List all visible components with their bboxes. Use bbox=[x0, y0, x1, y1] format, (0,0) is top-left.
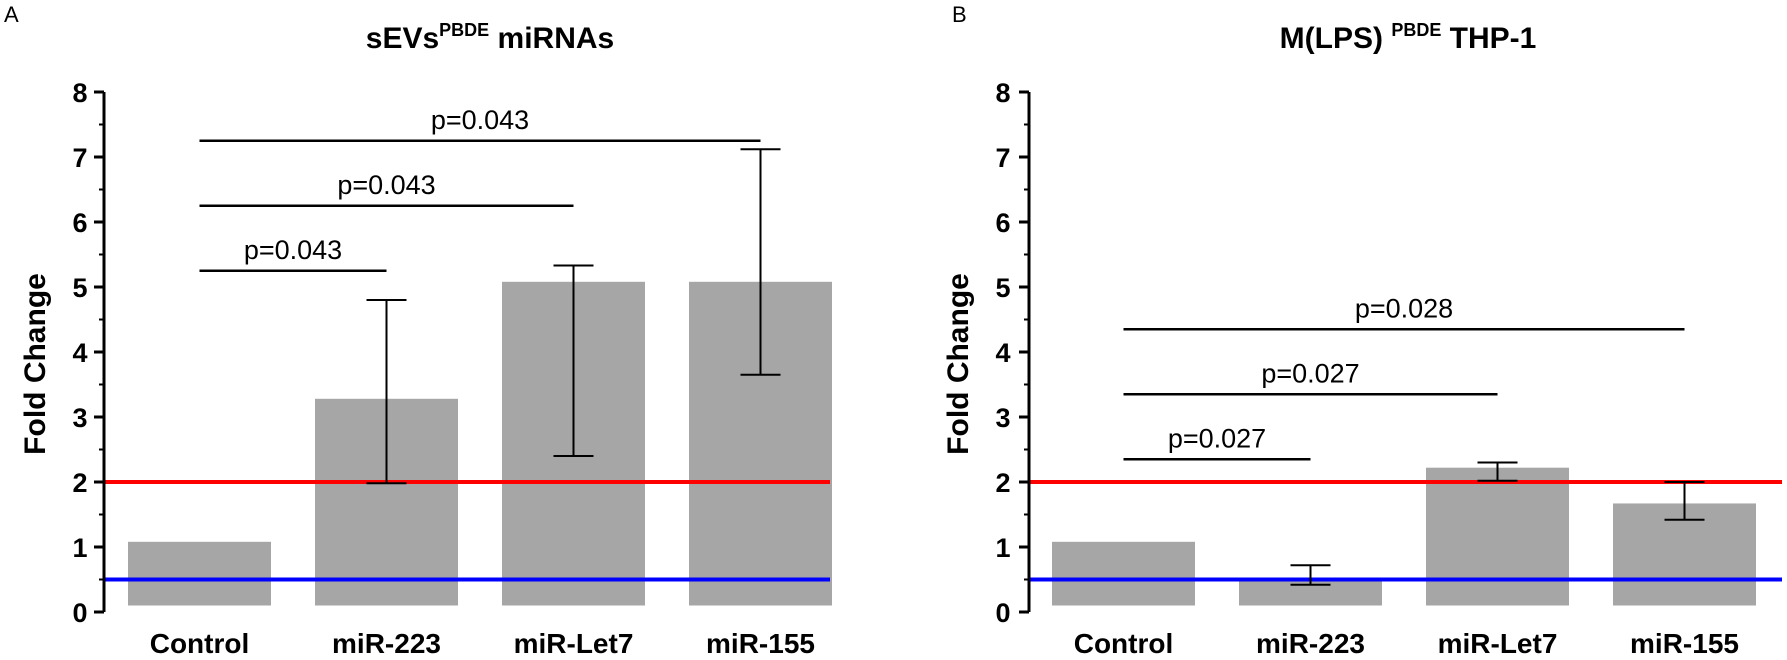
chart-b-bar-control bbox=[1052, 541, 1195, 606]
chart-a-y-tick-label: 6 bbox=[72, 208, 87, 238]
chart-b-y-tick-label: 0 bbox=[995, 598, 1010, 628]
chart-b-title-main: M(LPS) bbox=[1280, 22, 1392, 55]
chart-a-bar-control bbox=[128, 541, 271, 606]
chart-a-y-tick-label: 5 bbox=[72, 273, 87, 303]
chart-b-error-bar-mir-223 bbox=[1290, 564, 1331, 586]
chart-b-bar-mir-let7 bbox=[1426, 467, 1569, 606]
chart-a-category-label: miR-223 bbox=[332, 628, 441, 659]
significance-label: p=0.027 bbox=[1168, 423, 1266, 453]
significance-label: p=0.043 bbox=[431, 105, 529, 135]
chart-a-y-tick-label: 8 bbox=[72, 78, 87, 108]
chart-b-error-bar-mir-let7 bbox=[1477, 461, 1518, 482]
chart-a-y-tick-label: 2 bbox=[72, 468, 87, 498]
chart-b-panel-letter: B bbox=[952, 2, 967, 27]
chart-b-category-label: miR-155 bbox=[1630, 628, 1739, 659]
chart-a-error-bar-mir-let7 bbox=[553, 264, 594, 457]
chart-a-title-suffix: miRNAs bbox=[489, 22, 614, 55]
chart-b-y-axis-label: Fold Change bbox=[942, 273, 975, 455]
chart-b-title-superscript: PBDE bbox=[1391, 20, 1441, 40]
chart-a-title-superscript: PBDE bbox=[439, 20, 489, 40]
chart-a-error-bar-mir-223 bbox=[366, 299, 407, 485]
chart-b-category-label: Control bbox=[1074, 628, 1174, 659]
chart-a-error-bar-mir-155 bbox=[740, 148, 781, 376]
chart-b-y-tick-label: 5 bbox=[995, 273, 1010, 303]
chart-b-significance-1: p=0.027 bbox=[1123, 423, 1311, 461]
significance-label: p=0.043 bbox=[337, 170, 435, 200]
chart-a-y-tick-label: 1 bbox=[72, 533, 87, 563]
chart-b: B M(LPS) PBDE THP-1 Fold Change 0 1 2 3 4 5 6 7 8 Co… bbox=[942, 2, 1782, 659]
chart-a-significance-3: p=0.043 bbox=[199, 105, 761, 142]
chart-b-title-suffix: THP-1 bbox=[1441, 22, 1536, 55]
chart-b-y-tick-label: 1 bbox=[995, 533, 1010, 563]
chart-a-category-label: miR-155 bbox=[706, 628, 815, 659]
chart-b-significance-3: p=0.028 bbox=[1123, 293, 1685, 331]
significance-label: p=0.028 bbox=[1355, 293, 1453, 323]
chart-a-y-tick-label: 0 bbox=[72, 598, 87, 628]
chart-a-y-tick-label: 7 bbox=[72, 143, 87, 173]
significance-label: p=0.043 bbox=[244, 235, 342, 265]
chart-a-panel-letter: A bbox=[4, 2, 19, 27]
chart-a-category-label: miR-Let7 bbox=[514, 628, 634, 659]
chart-a-category-label: Control bbox=[150, 628, 250, 659]
chart-a-y-tick-label: 3 bbox=[72, 403, 87, 433]
chart-a-y-axis-label: Fold Change bbox=[19, 273, 52, 455]
chart-b-y-tick-label: 3 bbox=[995, 403, 1010, 433]
chart-b-y-tick-label: 4 bbox=[995, 338, 1010, 368]
chart-b-y-tick-label: 6 bbox=[995, 208, 1010, 238]
chart-b-significance-2: p=0.027 bbox=[1123, 358, 1498, 396]
chart-a-title-main: sEVs bbox=[366, 22, 439, 55]
chart-b-category-label: miR-Let7 bbox=[1438, 628, 1558, 659]
chart-b-error-bar-mir-155 bbox=[1664, 481, 1705, 521]
chart-b-title: M(LPS) PBDE THP-1 bbox=[1280, 20, 1537, 55]
chart-b-y-tick-label: 2 bbox=[995, 468, 1010, 498]
significance-label: p=0.027 bbox=[1261, 358, 1359, 388]
chart-b-y-tick-label: 7 bbox=[995, 143, 1010, 173]
chart-b-y-tick-label: 8 bbox=[995, 78, 1010, 108]
chart-a-y-tick-label: 4 bbox=[72, 338, 87, 368]
chart-a-title: sEVsPBDE miRNAs bbox=[366, 20, 614, 55]
chart-a-significance-2: p=0.043 bbox=[199, 170, 574, 207]
chart-a-significance-1: p=0.043 bbox=[199, 235, 387, 272]
chart-b-category-label: miR-223 bbox=[1256, 628, 1365, 659]
